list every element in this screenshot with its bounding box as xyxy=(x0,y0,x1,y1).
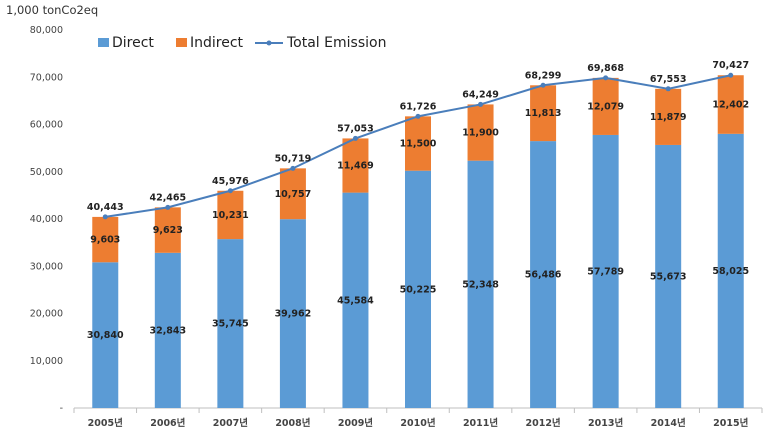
bar-direct xyxy=(154,252,181,408)
y-tick-label: 20,000 xyxy=(30,309,63,320)
total-data-label: 57,053 xyxy=(337,123,374,134)
x-tick-label: 2006년 xyxy=(150,417,185,429)
bar-indirect xyxy=(279,168,306,220)
direct-data-label: 55,673 xyxy=(650,271,687,282)
total-data-label: 61,726 xyxy=(400,101,437,112)
bar-indirect xyxy=(154,207,181,253)
bar-direct xyxy=(342,192,369,408)
total-emission-point xyxy=(728,72,734,78)
total-emission-point xyxy=(290,165,296,171)
indirect-data-label: 10,231 xyxy=(212,210,249,221)
x-tick-label: 2007년 xyxy=(213,417,248,429)
bar-direct xyxy=(530,141,557,409)
bar-indirect xyxy=(405,116,431,171)
x-tick-label: 2010년 xyxy=(400,417,435,429)
direct-data-label: 58,025 xyxy=(712,266,749,277)
x-tick-label: 2014년 xyxy=(651,417,686,429)
bar-indirect xyxy=(92,216,119,263)
direct-data-label: 32,843 xyxy=(149,325,186,336)
total-emission-point xyxy=(415,113,421,119)
indirect-data-label: 9,603 xyxy=(90,235,120,246)
bar-indirect xyxy=(342,138,369,193)
indirect-data-label: 11,813 xyxy=(525,108,562,119)
total-data-label: 69,868 xyxy=(587,63,624,74)
total-data-label: 70,427 xyxy=(712,60,749,71)
total-emission-point xyxy=(665,86,671,92)
total-data-label: 50,719 xyxy=(275,153,312,164)
bar-indirect xyxy=(655,88,682,145)
total-emission-point xyxy=(227,188,233,194)
direct-data-label: 30,840 xyxy=(87,330,124,341)
total-emission-point xyxy=(352,135,358,141)
y-tick-label: 70,000 xyxy=(30,72,63,83)
bar-indirect xyxy=(467,104,494,161)
y-tick-label: 50,000 xyxy=(30,167,63,178)
y-tick-label: 30,000 xyxy=(30,261,63,272)
indirect-data-label: 11,879 xyxy=(650,112,687,123)
direct-data-label: 50,225 xyxy=(400,284,437,295)
direct-data-label: 45,584 xyxy=(337,295,374,306)
total-data-label: 68,299 xyxy=(525,70,562,81)
y-tick-label: 60,000 xyxy=(30,120,63,131)
bar-direct xyxy=(717,133,744,408)
bar-indirect xyxy=(530,85,557,142)
bar-direct xyxy=(592,134,619,409)
x-tick-label: 2013년 xyxy=(588,417,623,429)
x-tick-label: 2009년 xyxy=(338,417,373,429)
bar-indirect xyxy=(717,75,744,134)
direct-data-label: 52,348 xyxy=(462,279,499,290)
indirect-data-label: 11,900 xyxy=(462,128,499,139)
x-tick-label: 2012년 xyxy=(525,417,560,429)
total-emission-point xyxy=(478,101,484,107)
bar-direct xyxy=(92,262,119,408)
bar-direct xyxy=(217,239,244,408)
total-data-label: 45,976 xyxy=(212,176,249,187)
total-emission-point xyxy=(102,214,108,220)
legend-label-total: Total Emission xyxy=(286,35,386,51)
direct-data-label: 39,962 xyxy=(275,309,312,320)
x-tick-label: 2011년 xyxy=(463,417,498,429)
bar-direct xyxy=(467,160,494,408)
x-tick-label: 2008년 xyxy=(275,417,310,429)
x-tick-label: 2015년 xyxy=(713,417,748,429)
total-data-label: 64,249 xyxy=(462,89,499,100)
indirect-data-label: 10,757 xyxy=(275,189,312,200)
indirect-data-label: 11,500 xyxy=(400,139,437,150)
total-emission-point xyxy=(603,75,609,81)
total-emission-point xyxy=(540,82,546,88)
legend-marker-total xyxy=(266,40,272,46)
direct-data-label: 56,486 xyxy=(525,270,562,281)
direct-data-label: 35,745 xyxy=(212,319,249,330)
total-emission-point xyxy=(165,204,171,210)
direct-data-label: 57,789 xyxy=(587,266,624,277)
legend-swatch-direct xyxy=(98,38,109,47)
legend-swatch-indirect xyxy=(176,38,187,47)
bar-direct xyxy=(655,144,682,408)
bar-direct xyxy=(279,219,306,408)
bar-direct xyxy=(405,170,431,408)
bar-indirect xyxy=(592,77,619,135)
y-tick-label: - xyxy=(60,403,63,414)
x-tick-label: 2005년 xyxy=(88,417,123,429)
indirect-data-label: 12,402 xyxy=(712,100,749,111)
unit-label: 1,000 tonCo2eq xyxy=(6,3,99,17)
total-data-label: 67,553 xyxy=(650,74,687,85)
indirect-data-label: 12,079 xyxy=(587,101,624,112)
legend-label-direct: Direct xyxy=(112,35,154,51)
indirect-data-label: 11,469 xyxy=(337,161,374,172)
indirect-data-label: 9,623 xyxy=(153,225,183,236)
y-tick-label: 40,000 xyxy=(30,214,63,225)
legend-label-indirect: Indirect xyxy=(190,35,244,51)
bar-indirect xyxy=(217,190,244,240)
total-data-label: 40,443 xyxy=(87,202,124,213)
y-tick-label: 10,000 xyxy=(30,356,63,367)
y-tick-label: 80,000 xyxy=(30,25,63,36)
total-data-label: 42,465 xyxy=(149,192,186,203)
